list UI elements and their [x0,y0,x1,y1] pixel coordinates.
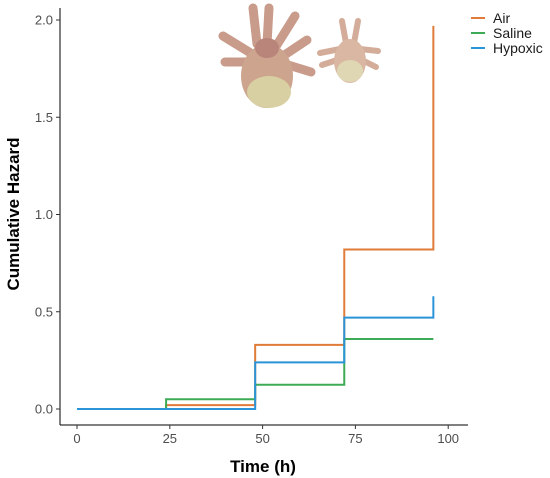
y-axis-title: Cumulative Hazard [4,137,23,290]
y-tick-label: 2.0 [35,13,53,28]
series-line-hypoxic [77,296,435,410]
x-axis-title: Time (h) [230,457,296,476]
x-tick-label: 100 [437,431,459,446]
y-tick-label: 0.5 [35,304,53,319]
y-tick-label: 1.5 [35,110,53,125]
legend-label-hypoxic: Hypoxic [493,40,543,56]
y-tick-label: 0.0 [35,402,53,417]
x-tick-label: 0 [73,431,80,446]
legend-label-air: Air [493,10,510,26]
mite-icon-small [317,18,381,83]
mite-icon-large [218,3,316,108]
legend-label-saline: Saline [493,25,532,41]
x-tick-label: 75 [348,431,362,446]
y-tick-label: 1.0 [35,207,53,222]
x-tick-label: 50 [255,431,269,446]
x-tick-label: 25 [163,431,177,446]
